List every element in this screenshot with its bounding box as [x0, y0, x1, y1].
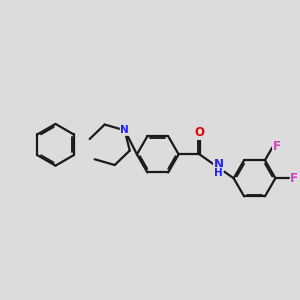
Text: O: O — [194, 126, 205, 139]
Text: N: N — [120, 125, 129, 135]
Text: N: N — [214, 158, 224, 171]
Text: F: F — [273, 140, 280, 153]
Text: F: F — [290, 172, 298, 185]
Text: H: H — [214, 168, 223, 178]
